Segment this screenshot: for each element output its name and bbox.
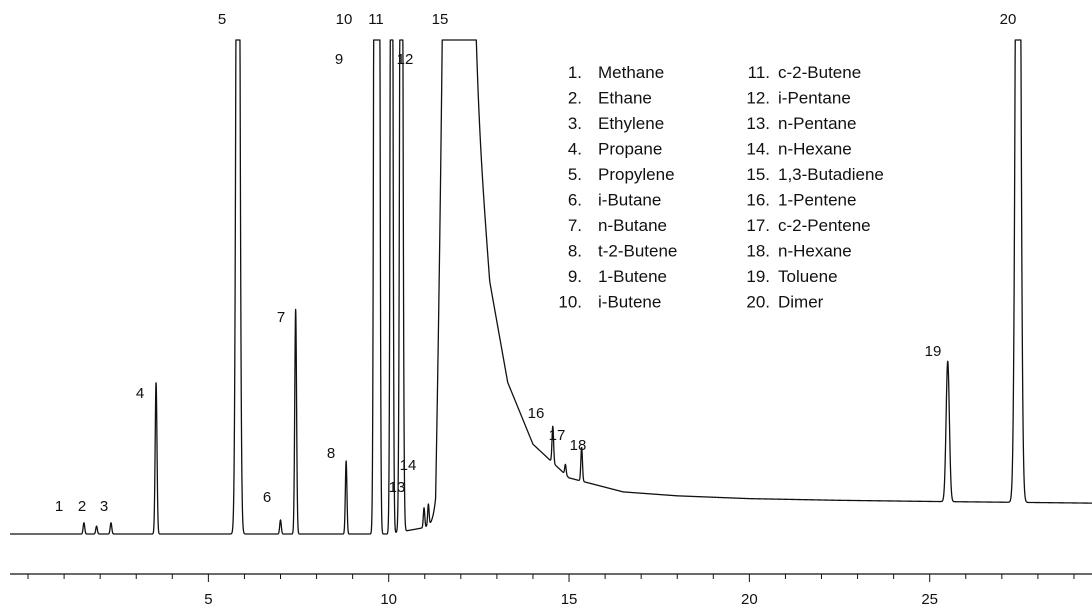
peak-label: 20	[1000, 11, 1017, 28]
legend-number: 4.	[568, 140, 582, 159]
legend-number: 3.	[568, 114, 582, 133]
legend-compound: Ethane	[598, 89, 652, 108]
legend-compound: i-Butane	[598, 191, 661, 210]
legend-compound: Dimer	[778, 293, 824, 312]
legend-number: 14.	[746, 140, 770, 159]
peak-label: 17	[549, 427, 566, 444]
legend-compound: 1,3-Butadiene	[778, 165, 884, 184]
legend-compound: n-Butane	[598, 216, 667, 235]
peak-label: 13	[389, 479, 406, 496]
chromatogram-trace	[10, 40, 1092, 534]
legend-number: 5.	[568, 165, 582, 184]
x-tick-label: 5	[204, 591, 212, 608]
legend-number: 7.	[568, 216, 582, 235]
legend-compound: 1-Pentene	[778, 191, 856, 210]
legend-compound: c-2-Butene	[778, 63, 861, 82]
legend-number: 2.	[568, 89, 582, 108]
x-tick-label: 25	[921, 591, 938, 608]
legend-compound: i-Pentane	[778, 89, 851, 108]
legend-number: 16.	[746, 191, 770, 210]
peak-label: 8	[327, 445, 335, 462]
peak-label: 4	[136, 385, 144, 402]
peak-label: 15	[432, 11, 449, 28]
legend-number: 13.	[746, 114, 770, 133]
compound-legend: 1. Methane 2. Ethane 3. Ethylene 4. Propane 5. Pr…	[558, 63, 884, 312]
legend-compound: t-2-Butene	[598, 242, 677, 261]
legend-compound: i-Butene	[598, 293, 661, 312]
legend-number: 20.	[746, 293, 770, 312]
legend-number: 18.	[746, 242, 770, 261]
x-tick-label: 20	[741, 591, 758, 608]
legend-compound: Propane	[598, 140, 662, 159]
legend-number: 11.	[748, 63, 770, 82]
peak-label: 18	[570, 437, 587, 454]
x-tick-label: 15	[561, 591, 578, 608]
legend-number: 15.	[746, 165, 770, 184]
legend-compound: Toluene	[778, 267, 838, 286]
peak-label: 2	[78, 498, 86, 515]
legend-number: 1.	[568, 63, 582, 82]
legend-compound: c-2-Pentene	[778, 216, 871, 235]
legend-number: 8.	[568, 242, 582, 261]
peak-label: 19	[925, 343, 942, 360]
peak-label: 9	[335, 51, 343, 68]
legend-compound: Methane	[598, 63, 664, 82]
peak-label: 7	[277, 309, 285, 326]
legend-number: 19.	[746, 267, 770, 286]
legend-compound: 1-Butene	[598, 267, 667, 286]
peak-label: 3	[100, 498, 108, 515]
legend-compound: n-Hexane	[778, 140, 852, 159]
legend-compound: n-Hexane	[778, 242, 852, 261]
legend-number: 17.	[746, 216, 770, 235]
time-axis: 5 10 15 20 25	[10, 574, 1092, 608]
peak-label: 10	[336, 11, 353, 28]
peak-label: 14	[400, 457, 417, 474]
x-tick-label: 10	[380, 591, 397, 608]
legend-number: 6.	[568, 191, 582, 210]
peak-label: 5	[218, 11, 226, 28]
chromatogram-line	[10, 40, 1092, 534]
legend-number: 10.	[558, 293, 582, 312]
peak-label: 11	[368, 11, 384, 28]
legend-number: 12.	[746, 89, 770, 108]
peak-label: 1	[55, 498, 63, 515]
legend-compound: n-Pentane	[778, 114, 856, 133]
peak-label: 16	[528, 405, 545, 422]
peak-label: 6	[263, 489, 271, 506]
legend-compound: Propylene	[598, 165, 675, 184]
peak-label: 12	[397, 51, 414, 68]
legend-number: 9.	[568, 267, 582, 286]
legend-compound: Ethylene	[598, 114, 664, 133]
